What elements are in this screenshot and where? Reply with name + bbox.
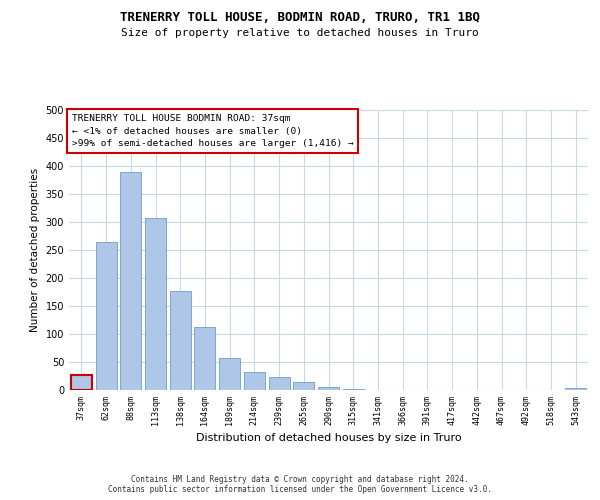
Text: Contains HM Land Registry data © Crown copyright and database right 2024.
Contai: Contains HM Land Registry data © Crown c…: [108, 474, 492, 494]
Bar: [194, 326, 215, 390]
Bar: [170, 292, 191, 390]
Bar: [71, 375, 92, 390]
Bar: [145, 218, 166, 390]
Y-axis label: Number of detached properties: Number of detached properties: [30, 168, 40, 332]
Bar: [565, 388, 586, 390]
X-axis label: Distribution of detached houses by size in Truro: Distribution of detached houses by size …: [196, 433, 461, 443]
Bar: [269, 377, 290, 390]
Bar: [219, 358, 240, 390]
Bar: [120, 172, 141, 390]
Bar: [318, 386, 339, 390]
Text: TRENERRY TOLL HOUSE BODMIN ROAD: 37sqm
← <1% of detached houses are smaller (0)
: TRENERRY TOLL HOUSE BODMIN ROAD: 37sqm ←…: [71, 114, 353, 148]
Bar: [95, 242, 116, 390]
Bar: [293, 382, 314, 390]
Text: TRENERRY TOLL HOUSE, BODMIN ROAD, TRURO, TR1 1BQ: TRENERRY TOLL HOUSE, BODMIN ROAD, TRURO,…: [120, 11, 480, 24]
Bar: [244, 372, 265, 390]
Text: Size of property relative to detached houses in Truro: Size of property relative to detached ho…: [121, 28, 479, 38]
